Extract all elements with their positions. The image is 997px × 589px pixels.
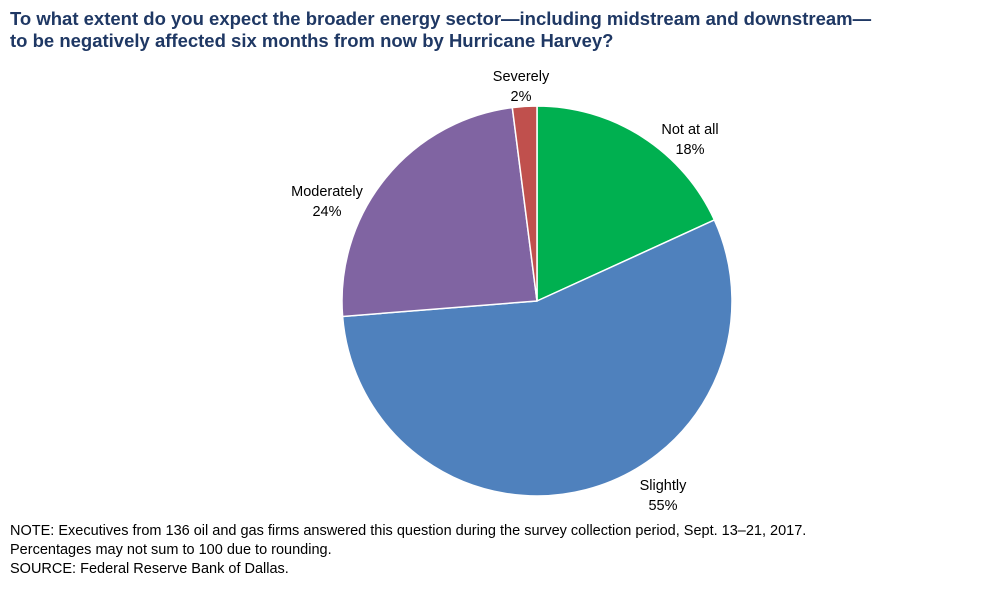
slice-value-label: 18%	[675, 142, 704, 158]
slice-category-label: Slightly	[640, 478, 687, 494]
chart-title: To what extent do you expect the broader…	[10, 8, 985, 52]
slice-category-label: Not at all	[661, 122, 718, 138]
chart-title-line-1: To what extent do you expect the broader…	[10, 8, 872, 29]
pie-labels: Not at all 18% Slightly 55% Moderately 24% Sev…	[291, 69, 718, 514]
slice-category-label: Severely	[493, 69, 550, 85]
slice-value-label: 2%	[511, 89, 532, 105]
slice-value-label: 24%	[312, 204, 341, 220]
pie-slice-moderately	[341, 106, 538, 318]
pie-slice-not-at-all	[536, 105, 716, 303]
pie-slice-severely	[511, 105, 538, 302]
pie-slices	[341, 105, 733, 497]
slice-value-label: 55%	[648, 498, 677, 514]
chart-notes: NOTE: Executives from 136 oil and gas fi…	[10, 522, 990, 579]
source-line: SOURCE: Federal Reserve Bank of Dallas.	[10, 561, 289, 577]
chart-title-line-2: to be negatively affected six months fro…	[10, 30, 614, 51]
pie-slice-slightly	[341, 218, 733, 497]
slice-category-label: Moderately	[291, 184, 363, 200]
note-line: NOTE: Executives from 136 oil and gas fi…	[10, 523, 807, 539]
note-rounding: Percentages may not sum to 100 due to ro…	[10, 542, 332, 558]
